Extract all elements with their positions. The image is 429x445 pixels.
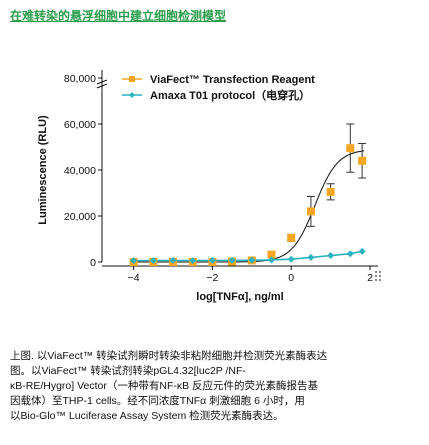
viafect-data-point <box>326 187 335 196</box>
amaxa-data-point <box>307 253 315 261</box>
x-tick-label: 0 <box>288 272 294 284</box>
caption-line: 上图. 以ViaFect™ 转染试剂瞬时转染非粘附细胞并检测荧光素酶表达 <box>10 350 328 362</box>
amaxa-data-point <box>189 257 197 265</box>
dose-response-chart: 0 20,000 40,000 60,000 80,000 −4 −2 0 2 log[TNFα]… <box>37 70 381 303</box>
amaxa-data-point <box>248 256 256 264</box>
y-axis-break-mark <box>96 79 108 89</box>
amaxa-data-point <box>130 257 138 265</box>
viafect-data-point <box>358 156 367 165</box>
chart-legend: ViaFect™ Transfection Reagent Amaxa T01 p… <box>122 74 315 102</box>
caption-line: κB-RE/Hygro] Vector（一种带有NF-κB 反应元件的荧光素酶报… <box>10 380 319 392</box>
legend-diamond-marker <box>129 92 135 98</box>
amaxa-data-point <box>346 250 354 258</box>
viafect-data-point <box>306 207 315 216</box>
amaxa-data-point <box>287 255 295 263</box>
amaxa-data-point <box>228 256 236 264</box>
caption-line: 图。以ViaFect™ 转染试剂转染pGL4.32[luc2P /NF- <box>10 365 246 377</box>
chart-marks <box>129 123 367 266</box>
y-axis-title: Luminescence (RLU) <box>37 115 49 225</box>
figure-caption: 上图. 以ViaFect™ 转染试剂瞬时转染非粘附细胞并检测荧光素酶表达 图。以… <box>10 349 420 424</box>
y-tick-label: 0 <box>90 257 96 269</box>
y-tick-label: 40,000 <box>64 165 96 177</box>
y-tick-label: 60,000 <box>64 119 96 131</box>
caption-line: 以Bio-Glo™ Luciferase Assay System 检测荧光素酶… <box>10 410 284 422</box>
viafect-data-point <box>346 144 355 153</box>
x-axis-break-mark <box>375 271 381 283</box>
x-tick-label: 2 <box>367 272 373 284</box>
y-tick-label: 20,000 <box>64 211 96 223</box>
amaxa-data-point <box>149 257 157 265</box>
y-tick-label: 80,000 <box>64 73 96 85</box>
axis-break-marks <box>96 79 381 283</box>
chart-axes: 0 20,000 40,000 60,000 80,000 −4 −2 0 2 log[TNFα]… <box>37 70 378 303</box>
amaxa-data-point <box>208 256 216 264</box>
legend-square-marker <box>129 76 135 82</box>
x-tick-label: −2 <box>206 272 218 284</box>
viafect-fit-curve <box>133 150 365 263</box>
amaxa-data-point <box>268 256 276 264</box>
x-tick-label: −4 <box>128 272 140 284</box>
chart-curves <box>133 150 365 263</box>
chart-title: 在难转染的悬浮细胞中建立细胞检测模型 <box>10 9 227 23</box>
x-axis-title: log[TNFα], ng/ml <box>196 291 283 303</box>
amaxa-data-point <box>358 247 366 255</box>
legend-label: Amaxa T01 protocol（电穿孔） <box>150 88 310 102</box>
caption-line: 因载体）至THP-1 cells。经不同浓度TNFα 刺激细胞 6 小时，用 <box>10 395 305 407</box>
legend-label: ViaFect™ Transfection Reagent <box>150 74 315 86</box>
viafect-data-point <box>287 233 296 242</box>
amaxa-data-point <box>327 252 335 260</box>
viafect-data-point <box>267 250 276 259</box>
amaxa-data-point <box>169 256 177 264</box>
